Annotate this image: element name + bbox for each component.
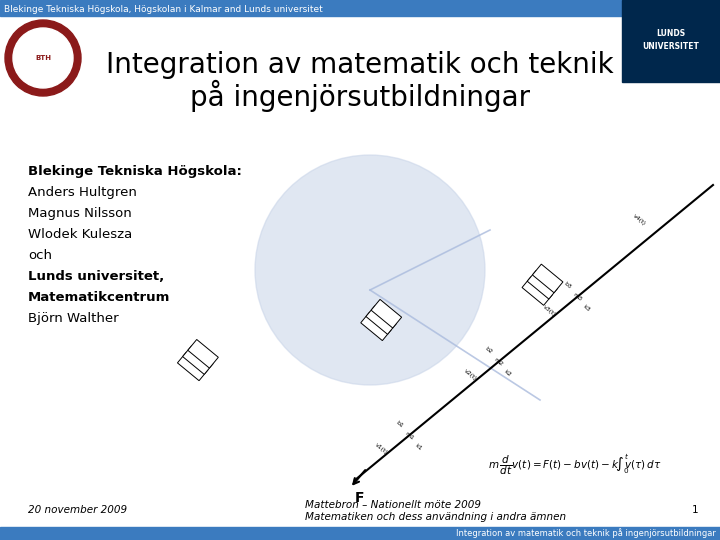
Text: b3: b3: [563, 281, 572, 290]
Text: 20 november 2009: 20 november 2009: [28, 505, 127, 515]
Bar: [177, 352, 208, 381]
Text: b2: b2: [484, 346, 493, 355]
Text: v4(t): v4(t): [632, 213, 647, 226]
Text: 1: 1: [691, 505, 698, 515]
Text: Integration av matematik och teknik på ingenjörsutbildningar: Integration av matematik och teknik på i…: [456, 528, 716, 538]
Text: $m\,\dfrac{d}{dt}v(t) = F(t) - bv(t) - k\!\int_0^t\!\! v(\tau)\,d\tau$: $m\,\dfrac{d}{dt}v(t) = F(t) - bv(t) - k…: [488, 453, 662, 477]
Text: Wlodek Kulesza: Wlodek Kulesza: [28, 228, 132, 241]
Text: k1: k1: [414, 443, 423, 451]
Text: BTH: BTH: [35, 55, 51, 61]
Text: Blekinge Tekniska Högskola:: Blekinge Tekniska Högskola:: [28, 165, 242, 178]
Text: Matematikcentrum: Matematikcentrum: [28, 291, 171, 304]
Circle shape: [5, 20, 81, 96]
Text: k2: k2: [503, 369, 513, 378]
Text: Anders Hultgren: Anders Hultgren: [28, 186, 137, 199]
Text: v1(t): v1(t): [374, 442, 388, 456]
Bar: [371, 299, 402, 328]
Bar: [366, 306, 397, 334]
Bar: [522, 276, 552, 305]
Text: m3: m3: [572, 292, 582, 302]
Text: v3(t): v3(t): [541, 303, 557, 317]
Text: m1: m1: [403, 430, 414, 441]
Bar: [188, 340, 218, 368]
Text: LUNDS
UNIVERSITET: LUNDS UNIVERSITET: [642, 29, 699, 51]
Text: på ingenjörsutbildningar: på ingenjörsutbildningar: [190, 80, 530, 112]
Text: v2(t): v2(t): [463, 369, 477, 382]
Text: Mattebron – Nationellt möte 2009: Mattebron – Nationellt möte 2009: [305, 500, 481, 510]
Bar: [532, 264, 563, 293]
Text: m2: m2: [492, 357, 504, 367]
Bar: [183, 346, 213, 374]
Text: Lunds universitet,: Lunds universitet,: [28, 270, 164, 283]
Bar: [361, 312, 391, 341]
Bar: [527, 271, 558, 299]
Text: Blekinge Tekniska Högskola, Högskolan i Kalmar and Lunds universitet: Blekinge Tekniska Högskola, Högskolan i …: [4, 4, 323, 14]
Text: Matematiken och dess användning i andra ämnen: Matematiken och dess användning i andra …: [305, 512, 566, 522]
Text: Integration av matematik och teknik: Integration av matematik och teknik: [106, 51, 614, 79]
Text: k3: k3: [582, 304, 591, 313]
Bar: [0, 0, 720, 16]
Text: F: F: [355, 491, 365, 505]
Text: b1: b1: [395, 420, 404, 429]
Text: Magnus Nilsson: Magnus Nilsson: [28, 207, 132, 220]
Text: Björn Walther: Björn Walther: [28, 312, 119, 325]
Circle shape: [13, 28, 73, 88]
Bar: [0, 527, 720, 540]
Bar: [0, 16, 720, 125]
Bar: [622, 0, 720, 82]
Circle shape: [255, 155, 485, 385]
Text: och: och: [28, 249, 52, 262]
